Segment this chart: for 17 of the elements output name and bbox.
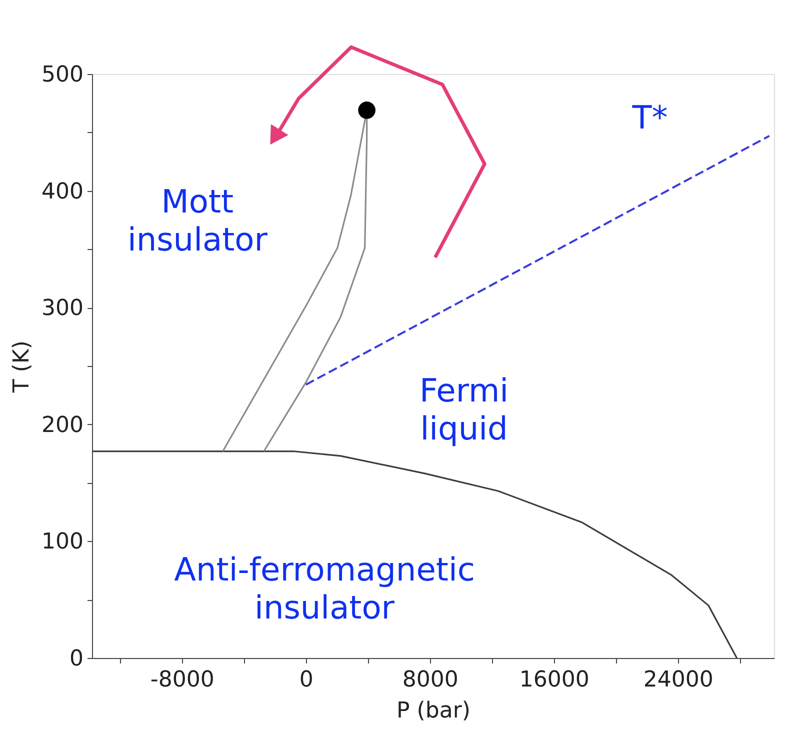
x-tick-label: 8000 [402, 668, 458, 692]
x-tick-label: 16000 [519, 668, 590, 692]
y-tick-label: 300 [42, 296, 84, 322]
y-tick-label: 400 [42, 179, 84, 204]
y-tick-label: 100 [42, 530, 84, 555]
y-tick-label: 500 [42, 62, 84, 88]
annotation: Anti-ferromagnetic insulator [174, 550, 475, 626]
x-tick-label: 0 [299, 668, 314, 692]
y-tick-label: 0 [70, 646, 84, 672]
annotation: T* [631, 98, 668, 136]
y-axis-title: T (K) [10, 340, 35, 394]
y-tick-label: 200 [42, 412, 84, 438]
annotation: Fermi liquid [420, 372, 508, 448]
annotation: Mott insulator [127, 182, 268, 258]
x-axis-title: P (bar) [396, 698, 470, 724]
x-tick-label: -8000 [150, 668, 214, 692]
x-tick-label: 24000 [643, 668, 714, 692]
